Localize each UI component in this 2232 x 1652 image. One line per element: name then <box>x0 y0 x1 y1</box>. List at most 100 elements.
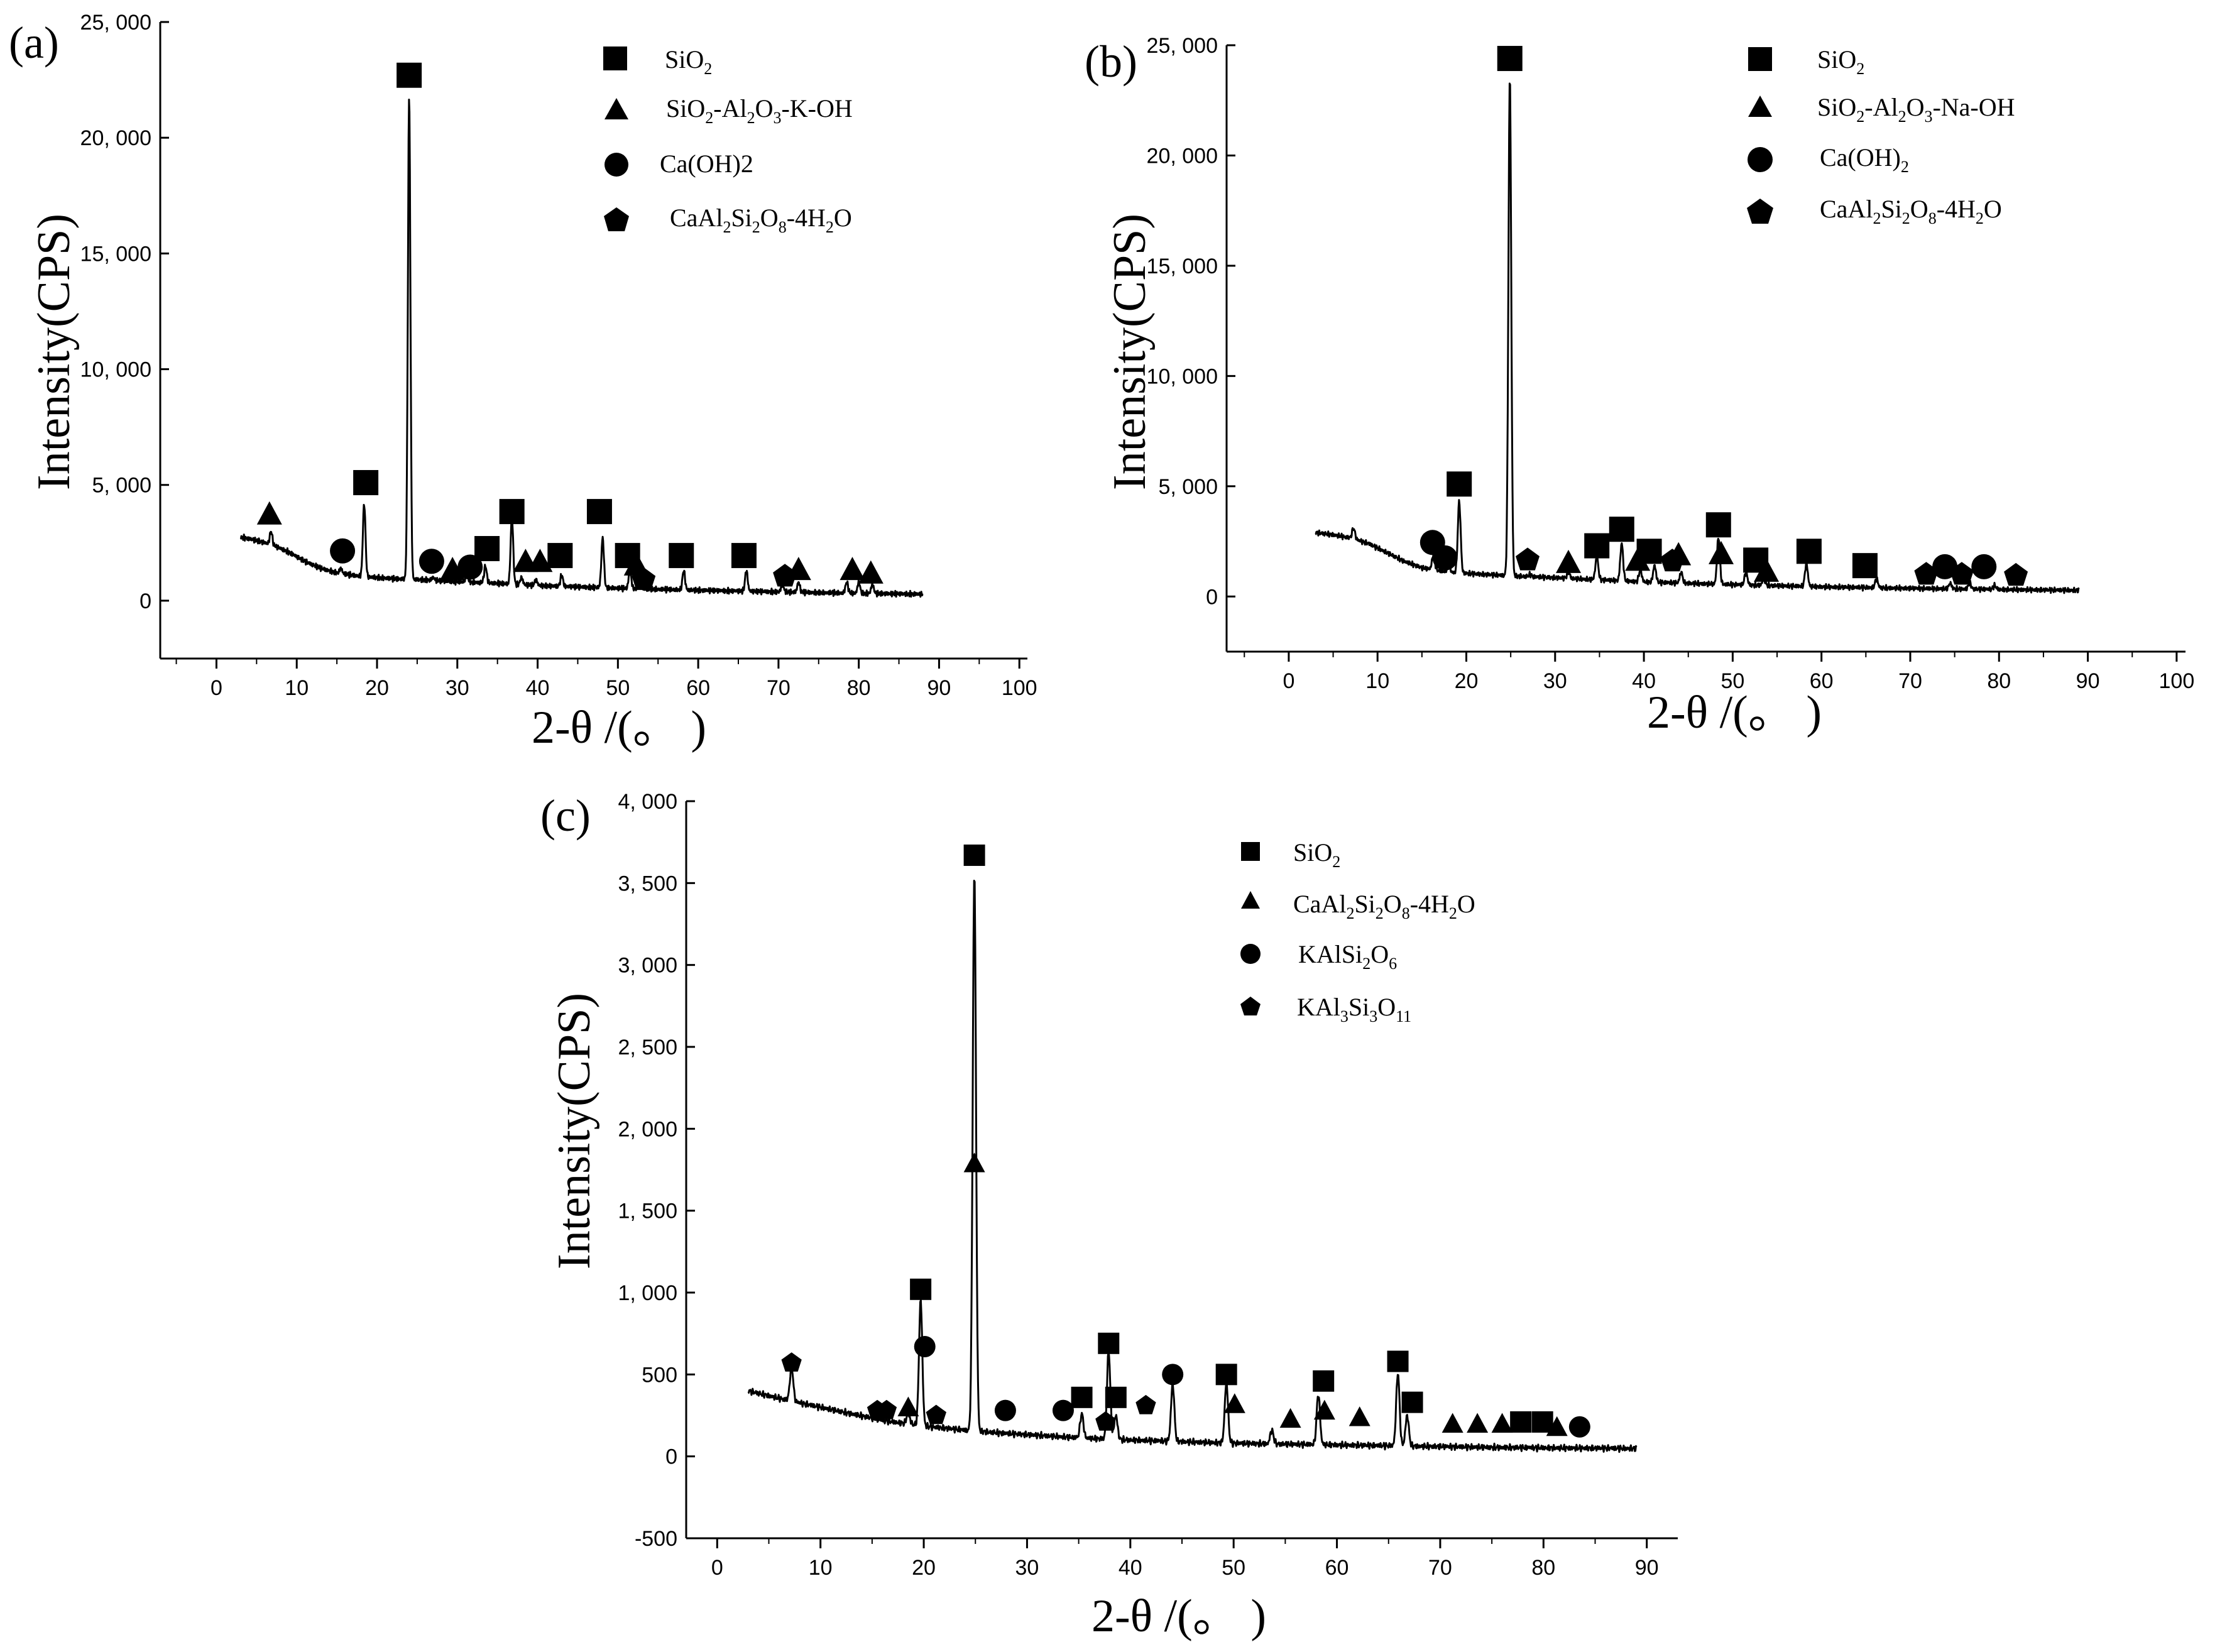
circle-marker <box>457 554 483 580</box>
circle-marker <box>1162 1364 1184 1386</box>
y-tick-label: 500 <box>642 1363 677 1387</box>
x-tick-label: 40 <box>526 676 550 700</box>
x-axis-title: 2-θ /(。 ) <box>1647 687 1822 738</box>
triangle-marker <box>1491 1413 1513 1433</box>
triangle-marker <box>527 549 553 572</box>
y-tick-label: 0 <box>1206 585 1218 609</box>
x-tick-label: 20 <box>1455 669 1479 693</box>
legend-label-caal: CaAl2Si2O8-4H2O <box>670 204 852 236</box>
y-tick-label: 10, 000 <box>80 358 151 382</box>
triangle-marker <box>897 1396 919 1416</box>
sio2-square-marker <box>1098 1332 1120 1354</box>
sio2-square-marker <box>474 536 500 562</box>
y-tick-label: 10, 000 <box>1147 364 1218 388</box>
panel-label: (b) <box>1085 36 1137 87</box>
sio2-square-marker <box>731 543 757 569</box>
sio2-square-marker <box>963 845 985 867</box>
legend-pentagon-marker <box>1747 199 1773 224</box>
pentagon-marker <box>1949 562 1974 585</box>
x-tick-label: 80 <box>847 676 871 700</box>
circle-marker <box>1432 545 1458 571</box>
sio2-square-marker <box>1313 1370 1335 1392</box>
x-tick-label: 90 <box>927 676 951 700</box>
y-axis-title: Intensity(CPS) <box>28 214 80 490</box>
xrd-pattern-line <box>239 99 924 598</box>
circle-marker <box>914 1336 936 1358</box>
sio2-square-marker <box>1852 553 1878 579</box>
y-tick-label: 4, 000 <box>618 790 677 814</box>
pentagon-marker <box>632 567 656 590</box>
sio2-square-marker <box>499 499 525 525</box>
x-tick-label: 60 <box>1325 1556 1349 1580</box>
triangle-marker <box>1279 1408 1301 1428</box>
triangle-marker <box>1442 1413 1463 1433</box>
legend: SiO2 SiO2-Al2O3-Na-OH Ca(OH)2 CaAl2Si2O8… <box>1747 45 2015 227</box>
pentagon-marker <box>781 1352 802 1372</box>
x-tick-label: 0 <box>711 1556 723 1580</box>
sio2-square-marker <box>1497 46 1523 72</box>
x-tick-label: 70 <box>1428 1556 1452 1580</box>
triangle-marker <box>1313 1399 1335 1420</box>
legend-circle-marker <box>604 153 628 177</box>
legend-circle-marker <box>1748 147 1773 172</box>
legend-square-marker <box>1748 47 1772 71</box>
triangle-marker <box>1555 549 1581 573</box>
x-tick-label: 10 <box>1365 669 1389 693</box>
y-tick-label: 2, 500 <box>618 1036 677 1059</box>
triangle-marker <box>1348 1406 1370 1426</box>
sio2-square-marker <box>1796 539 1822 564</box>
legend-label-caal: CaAl2Si2O8-4H2O <box>1293 890 1475 922</box>
triangle-marker <box>840 557 865 581</box>
triangle-marker <box>1754 558 1780 582</box>
x-tick-label: 0 <box>211 676 222 700</box>
panel-label: (a) <box>9 18 59 68</box>
legend-label-sio2: SiO2 <box>1817 45 1864 78</box>
x-tick-label: 40 <box>1119 1556 1142 1580</box>
y-tick-label: 15, 000 <box>80 242 151 266</box>
legend-label-na-oh: SiO2-Al2O3-Na-OH <box>1817 93 2015 126</box>
triangle-marker <box>1625 547 1651 571</box>
x-tick-label: 30 <box>1015 1556 1039 1580</box>
xrd-pattern-line <box>1315 82 2080 594</box>
y-tick-label: 5, 000 <box>1158 475 1218 499</box>
pentagon-marker <box>1516 547 1540 571</box>
triangle-marker <box>440 557 466 581</box>
y-tick-label: 3, 000 <box>618 954 677 978</box>
y-tick-label: 0 <box>140 589 151 613</box>
chart-panel-c: (c) Intensity(CPS) 2-θ /(。 ) SiO2 CaAl2S… <box>540 790 1678 1642</box>
legend-triangle-marker <box>1748 96 1772 117</box>
triangle-marker <box>963 1152 985 1173</box>
sio2-square-marker <box>1215 1364 1237 1386</box>
sio2-square-marker <box>1071 1386 1093 1408</box>
x-tick-label: 70 <box>767 676 790 700</box>
x-tick-label: 30 <box>1543 669 1567 693</box>
legend-circle-marker <box>1240 944 1261 964</box>
sio2-square-marker <box>397 62 422 88</box>
legend-label-caal: CaAl2Si2O8-4H2O <box>1820 195 2002 227</box>
legend-triangle-marker <box>604 98 628 119</box>
x-axis-title: 2-θ /(。 ) <box>532 702 706 753</box>
circle-marker <box>418 549 444 574</box>
pentagon-marker <box>1914 562 1939 585</box>
triangle-marker <box>1223 1393 1245 1413</box>
y-tick-label: 3, 500 <box>618 872 677 895</box>
sio2-square-marker <box>1387 1350 1409 1372</box>
triangle-marker <box>1467 1413 1489 1433</box>
y-tick-label: 5, 000 <box>92 474 151 498</box>
legend-label-sio2: SiO2 <box>665 45 712 78</box>
sio2-square-marker <box>1584 533 1610 559</box>
x-tick-label: 0 <box>1283 669 1294 693</box>
sio2-square-marker <box>586 499 612 525</box>
sio2-square-marker <box>1401 1391 1423 1413</box>
x-tick-label: 70 <box>1898 669 1922 693</box>
pentagon-marker <box>1095 1411 1116 1431</box>
triangle-marker <box>858 560 884 584</box>
y-tick-label: 1, 500 <box>618 1200 677 1223</box>
x-tick-label: 10 <box>285 676 309 700</box>
x-tick-label: 50 <box>606 676 630 700</box>
legend-square-marker <box>603 46 627 70</box>
x-tick-label: 90 <box>2076 669 2100 693</box>
sio2-square-marker <box>1531 1411 1553 1433</box>
y-axis-title: Intensity(CPS) <box>549 993 600 1269</box>
